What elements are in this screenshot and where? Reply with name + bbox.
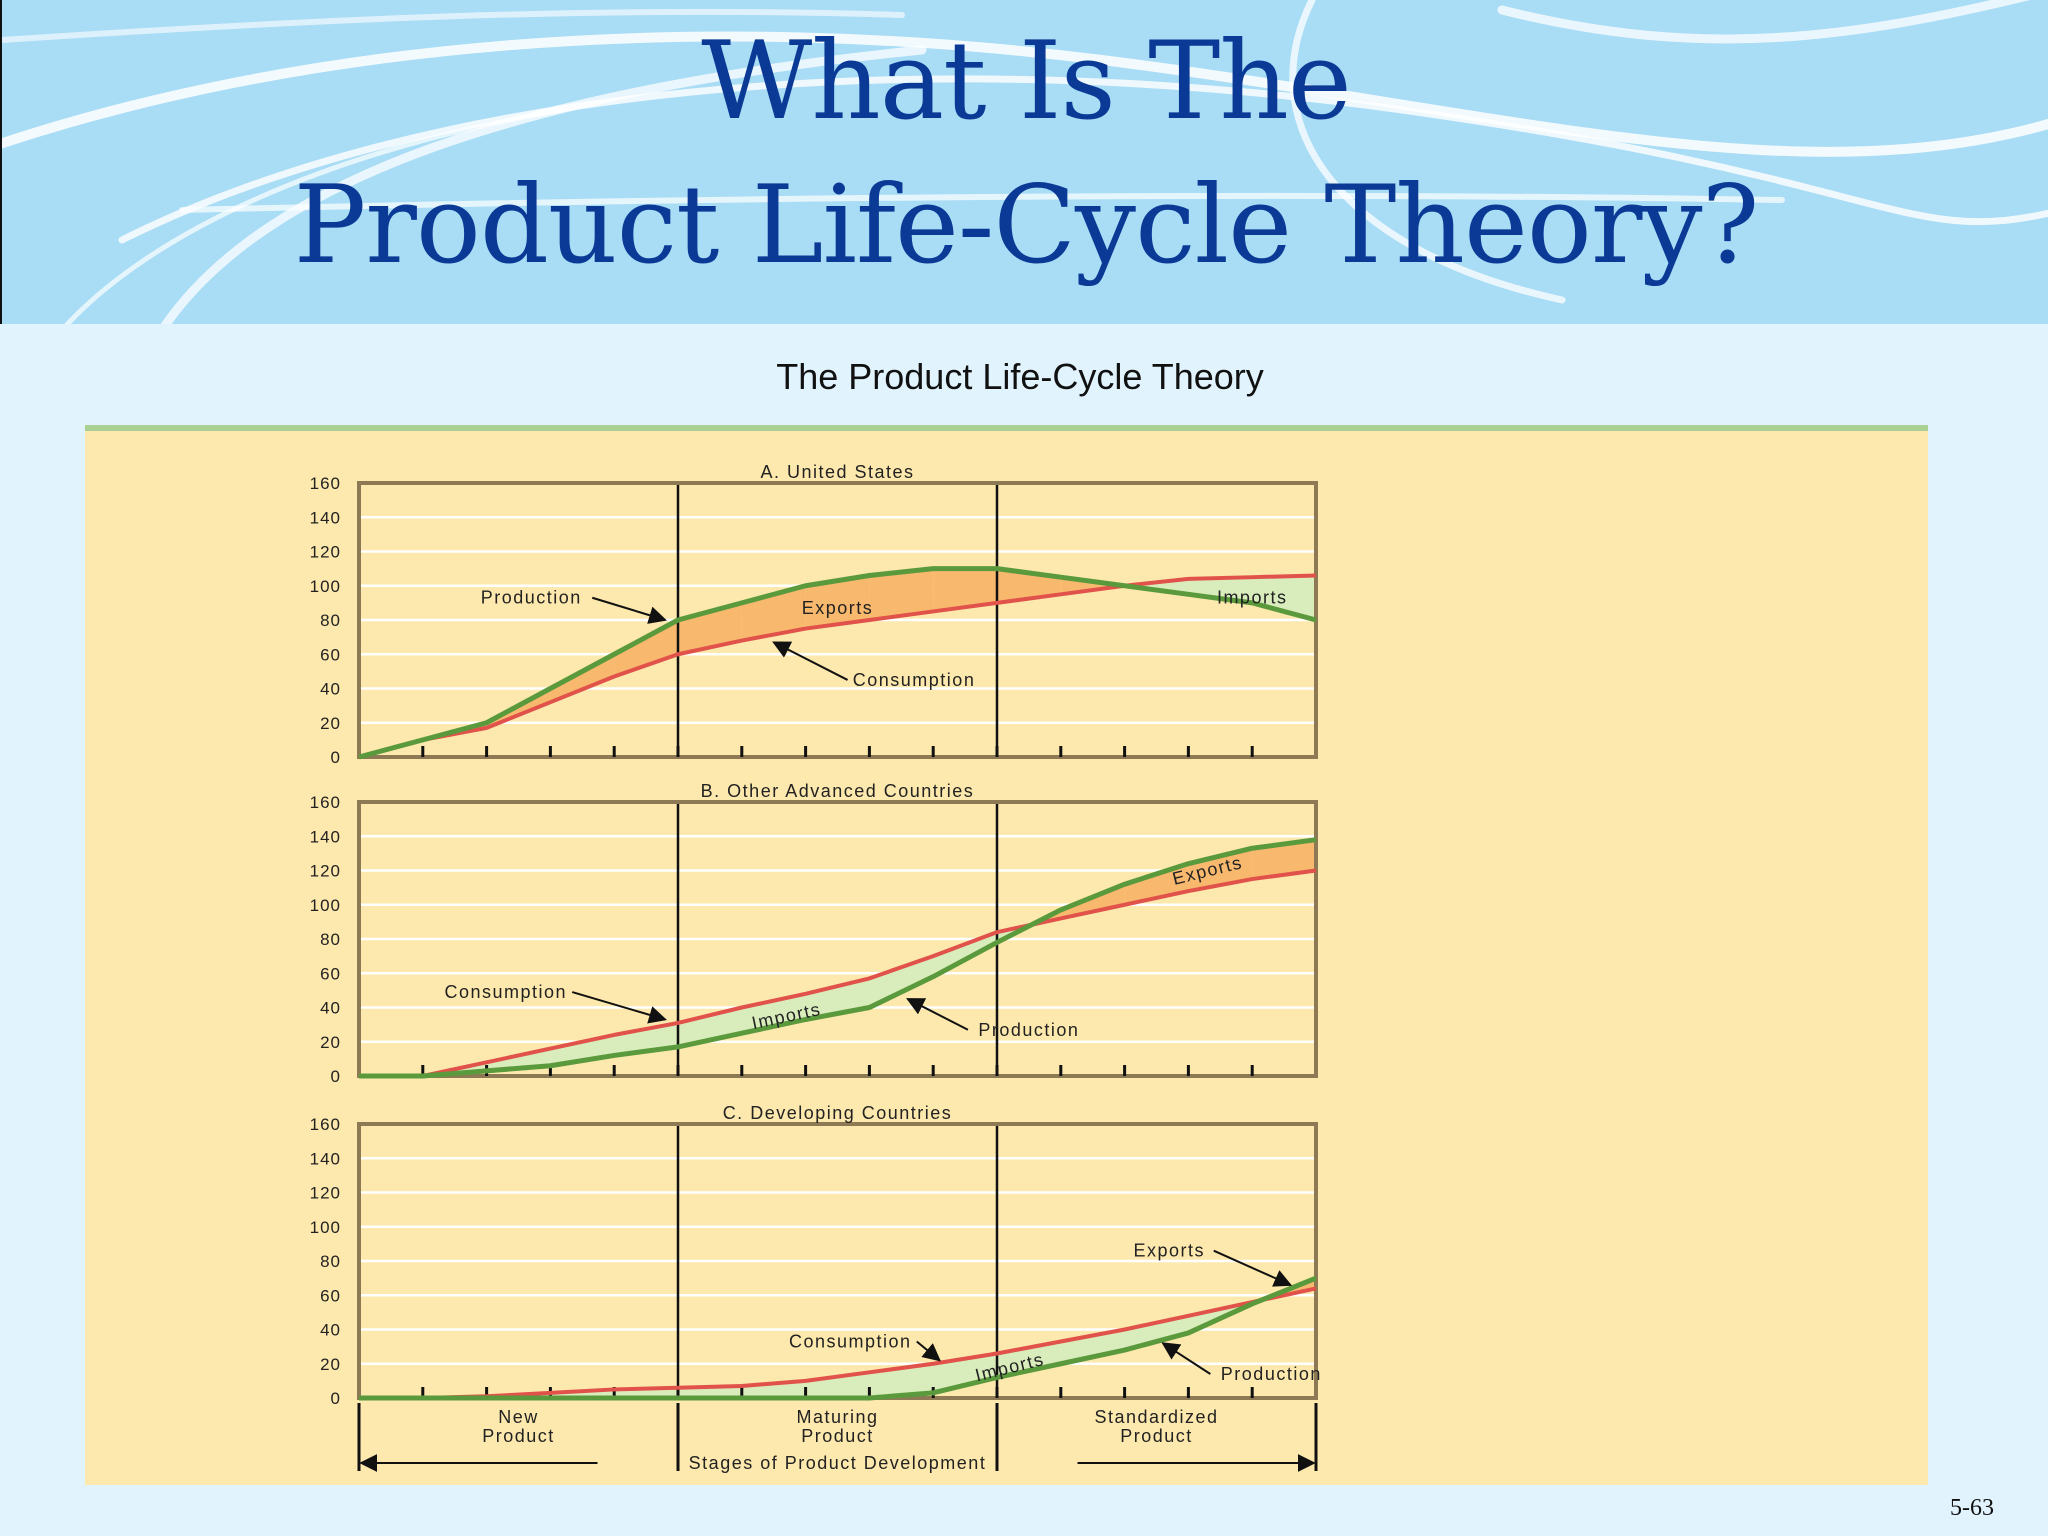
plot-frame bbox=[357, 800, 1318, 1078]
y-tick-label: 140 bbox=[310, 508, 341, 527]
y-tick-label: 0 bbox=[331, 1389, 341, 1408]
annotation-label: Consumption bbox=[789, 1331, 912, 1351]
y-tick-label: 100 bbox=[310, 577, 341, 596]
annotation-label: Production bbox=[1221, 1364, 1322, 1384]
y-tick-label: 120 bbox=[310, 543, 341, 562]
imports-area bbox=[741, 993, 806, 1034]
exports-area bbox=[805, 575, 870, 629]
annotation-arrow bbox=[906, 998, 969, 1031]
panel-title: B. Other Advanced Countries bbox=[701, 781, 975, 801]
annotation-label: Consumption bbox=[853, 670, 976, 690]
stage-label: Product bbox=[801, 1426, 874, 1446]
exports-area bbox=[1252, 839, 1316, 880]
annotation-arrow bbox=[571, 991, 667, 1024]
series-line-production bbox=[358, 566, 1317, 760]
stage-label: Maturing bbox=[796, 1407, 878, 1427]
annotation-label: Consumption bbox=[444, 982, 567, 1002]
chart-panel-3: 0 20 40 60 80 100 120 140 160 C. Developing Count… bbox=[310, 1103, 1322, 1408]
y-tick-label: 140 bbox=[310, 1149, 341, 1168]
y-tick-label: 160 bbox=[310, 1115, 341, 1134]
annotation-label: Exports bbox=[802, 598, 874, 618]
stage-label: Standardized bbox=[1094, 1407, 1218, 1427]
annotation-label: Production bbox=[481, 588, 582, 608]
panel-title: A. United States bbox=[760, 462, 914, 482]
y-tick-label: 0 bbox=[331, 748, 341, 767]
slide-title-line-1: What Is The bbox=[701, 19, 1352, 144]
imports-area bbox=[1252, 575, 1316, 620]
annotation-arrow bbox=[1213, 1249, 1293, 1287]
annotation-label: Imports bbox=[1217, 588, 1288, 608]
annotation-arrow bbox=[591, 596, 667, 624]
exports-area bbox=[933, 568, 997, 612]
imports-area bbox=[933, 1353, 997, 1393]
y-tick-label: 40 bbox=[320, 680, 341, 699]
imports-area bbox=[678, 1007, 742, 1047]
stage-label: Product bbox=[1120, 1426, 1193, 1446]
exports-area bbox=[869, 568, 934, 620]
y-tick-label: 20 bbox=[320, 714, 341, 733]
chart-panel-2: 0 20 40 60 80 100 120 140 160 B. Other Advanced C… bbox=[310, 781, 1318, 1086]
panel-title: C. Developing Countries bbox=[723, 1103, 953, 1123]
header-swoosh-graphic bbox=[2, 0, 2048, 324]
product-life-cycle-chart: 0 20 40 60 80 100 120 140 160 A. United States Pro… bbox=[310, 462, 1322, 1473]
series-line-consumption bbox=[359, 868, 1317, 1078]
series-line-production bbox=[359, 1275, 1317, 1401]
slide-title-line-2: Product Life-Cycle Theory? bbox=[293, 163, 1760, 288]
imports-area bbox=[1124, 1315, 1189, 1351]
imports-area bbox=[1188, 577, 1253, 603]
y-tick-label: 100 bbox=[310, 1218, 341, 1237]
y-tick-label: 60 bbox=[320, 1286, 341, 1305]
imports-area bbox=[869, 956, 934, 1008]
y-tick-label: 120 bbox=[310, 862, 341, 881]
series-line-consumption bbox=[358, 573, 1317, 759]
y-tick-label: 60 bbox=[320, 964, 341, 983]
x-axis-label: Stages of Product Development bbox=[689, 1453, 987, 1473]
annotation-arrow bbox=[1161, 1342, 1211, 1375]
y-tick-label: 20 bbox=[320, 1033, 341, 1052]
series-line-production bbox=[359, 837, 1317, 1079]
y-tick-label: 140 bbox=[310, 827, 341, 846]
y-tick-label: 60 bbox=[320, 645, 341, 664]
slide-number: 5-63 bbox=[1950, 1495, 1994, 1521]
y-tick-label: 160 bbox=[310, 474, 341, 493]
y-tick-label: 40 bbox=[320, 999, 341, 1018]
chart-subtitle: The Product Life-Cycle Theory bbox=[776, 356, 1264, 397]
y-tick-label: 120 bbox=[310, 1184, 341, 1203]
y-tick-label: 100 bbox=[310, 896, 341, 915]
annotation-arrow bbox=[772, 641, 849, 681]
exports-area bbox=[550, 654, 615, 703]
annotation-arrow bbox=[916, 1340, 941, 1362]
stage-axis: NewProductMaturingProductStandardizedPro… bbox=[357, 1403, 1318, 1473]
stage-label: Product bbox=[482, 1426, 555, 1446]
y-tick-label: 80 bbox=[320, 930, 341, 949]
annotation-label: Production bbox=[978, 1020, 1079, 1040]
slide-header: What Is The Product Life-Cycle Theory? bbox=[0, 0, 2048, 324]
imports-area bbox=[869, 1363, 934, 1398]
y-tick-label: 80 bbox=[320, 611, 341, 630]
y-tick-label: 160 bbox=[310, 793, 341, 812]
exports-area bbox=[1124, 863, 1189, 905]
chart-panel: 0 20 40 60 80 100 120 140 160 A. United States Pro… bbox=[85, 425, 1928, 1485]
y-tick-label: 0 bbox=[331, 1067, 341, 1086]
y-tick-label: 20 bbox=[320, 1355, 341, 1374]
chart-panel-1: 0 20 40 60 80 100 120 140 160 A. United States Pro… bbox=[310, 462, 1318, 767]
annotation-label: Exports bbox=[1133, 1241, 1205, 1261]
exports-area bbox=[614, 620, 678, 677]
series-line-consumption bbox=[359, 1286, 1317, 1400]
imports-area bbox=[1060, 1329, 1125, 1364]
y-tick-label: 80 bbox=[320, 1252, 341, 1271]
y-tick-label: 40 bbox=[320, 1321, 341, 1340]
stage-label: New bbox=[498, 1407, 539, 1427]
